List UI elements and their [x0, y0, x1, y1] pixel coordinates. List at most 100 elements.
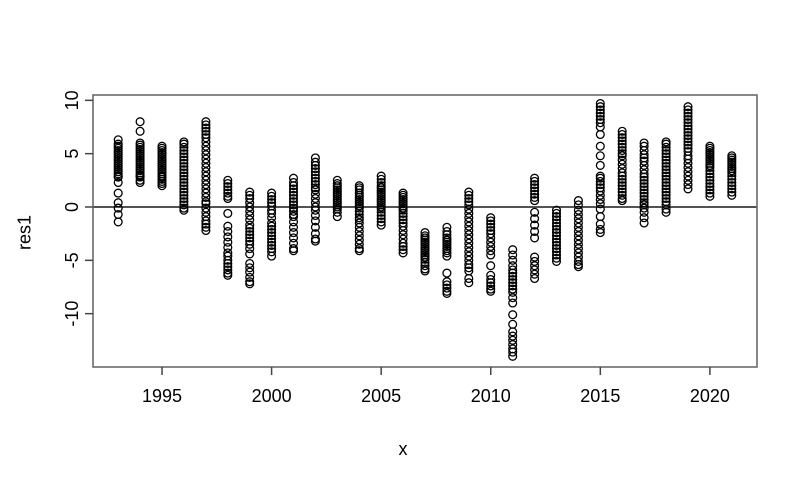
data-point: [464, 278, 474, 288]
data-point: [683, 127, 693, 137]
data-point: [530, 214, 540, 224]
data-point: [727, 187, 737, 197]
data-point: [310, 167, 320, 177]
data-point: [201, 225, 211, 236]
data-point: [639, 150, 649, 160]
data-point: [464, 187, 474, 197]
data-point: [530, 273, 540, 284]
data-point: [354, 209, 364, 220]
data-point: [288, 228, 299, 238]
data-point: [245, 267, 255, 277]
data-point: [508, 327, 518, 337]
data-point: [201, 117, 211, 127]
data-point: [201, 137, 211, 147]
data-point: [683, 118, 693, 128]
data-point: [223, 208, 233, 218]
data-point: [354, 218, 364, 228]
data-point: [573, 231, 583, 241]
data-point: [398, 230, 408, 240]
data-point: [464, 190, 474, 200]
data-point: [551, 244, 562, 254]
data-point: [179, 168, 189, 178]
data-point: [530, 226, 540, 237]
data-point: [113, 172, 123, 182]
data-point: [595, 118, 605, 128]
data-point: [573, 244, 583, 254]
data-point: [530, 207, 540, 217]
data-point: [661, 142, 671, 152]
data-point: [179, 145, 189, 156]
data-point: [683, 134, 693, 144]
data-point: [113, 203, 123, 213]
data-point: [486, 222, 496, 232]
y-tick-label: -10: [62, 301, 82, 327]
data-point: [179, 193, 189, 204]
data-point: [551, 205, 562, 215]
data-point: [727, 190, 737, 200]
data-point: [267, 247, 277, 257]
data-point: [179, 165, 189, 175]
data-point: [508, 284, 518, 294]
data-point: [267, 194, 277, 205]
data-point: [661, 181, 671, 191]
data-point: [617, 129, 627, 140]
data-point: [179, 155, 189, 165]
data-point: [245, 223, 255, 233]
data-point: [595, 173, 605, 183]
data-point: [508, 271, 518, 281]
data-point: [420, 261, 430, 271]
data-point: [530, 233, 540, 243]
data-point: [267, 251, 277, 261]
data-point: [573, 239, 583, 249]
data-point: [223, 188, 233, 198]
data-point: [354, 203, 364, 213]
data-point: [639, 175, 649, 185]
data-point: [267, 208, 277, 218]
data-point: [617, 177, 627, 188]
data-point: [551, 237, 562, 247]
data-point: [595, 151, 605, 161]
data-point: [486, 261, 496, 271]
data-point: [288, 193, 299, 204]
data-point: [113, 188, 123, 198]
data-point: [398, 208, 408, 218]
data-point: [617, 171, 627, 181]
data-point: [179, 190, 189, 200]
data-point: [288, 233, 299, 243]
data-point: [683, 102, 693, 112]
data-point: [595, 176, 605, 186]
data-point: [683, 184, 693, 194]
data-point: [310, 164, 320, 174]
data-point: [508, 278, 518, 288]
data-point: [508, 351, 518, 361]
data-point: [376, 217, 386, 227]
data-point: [683, 171, 693, 181]
data-point: [683, 105, 693, 115]
data-point: [223, 258, 233, 269]
data-point: [267, 188, 277, 198]
data-point: [354, 222, 364, 232]
data-point: [683, 124, 693, 134]
data-point: [617, 181, 627, 191]
data-point: [288, 206, 299, 216]
data-point: [661, 149, 671, 159]
data-point: [551, 231, 562, 241]
data-point: [617, 151, 627, 161]
data-point: [201, 216, 211, 226]
data-point: [442, 283, 452, 293]
data-point: [595, 186, 605, 196]
data-point: [267, 191, 277, 201]
data-point: [661, 187, 671, 197]
data-point: [595, 180, 605, 190]
data-point: [398, 241, 408, 252]
data-point: [595, 141, 605, 151]
data-point: [310, 222, 320, 232]
data-point: [661, 165, 671, 175]
data-point: [354, 206, 364, 216]
data-point: [245, 249, 255, 259]
data-point: [705, 162, 715, 173]
data-point: [573, 218, 583, 228]
data-point: [661, 174, 671, 184]
x-tick-label: 2015: [580, 386, 620, 406]
data-point: [595, 219, 605, 229]
